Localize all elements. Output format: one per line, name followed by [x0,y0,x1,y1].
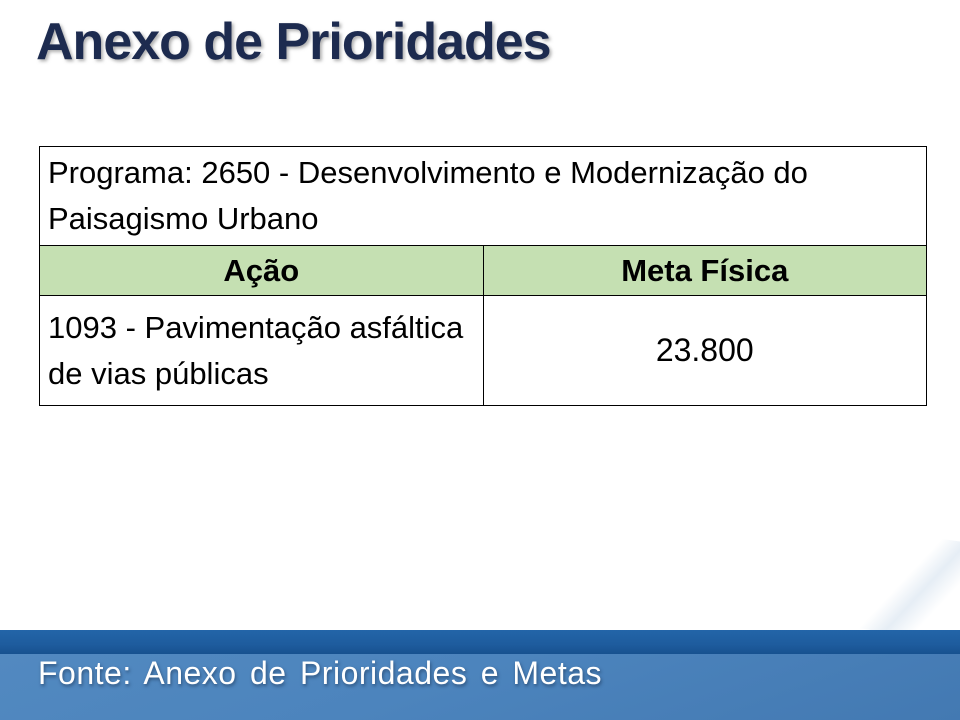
program-cell: Programa: 2650 - Desenvolvimento e Moder… [39,146,927,246]
page-title: Anexo de Prioridades [36,13,552,71]
footer-band: Fonte: Anexo de Prioridades e Metas [0,654,960,720]
acao-cell: 1093 - Pavimentação asfáltica de vias pú… [39,295,484,406]
column-header-meta-fisica: Meta Física [482,245,927,296]
footer-accent-strip [0,630,960,654]
table-header-row: Ação Meta Física [39,245,927,296]
meta-fisica-value: 23.800 [482,295,927,406]
table-row: 1093 - Pavimentação asfáltica de vias pú… [39,295,927,406]
priorities-table: Programa: 2650 - Desenvolvimento e Moder… [39,146,927,406]
decorative-swoosh [838,526,960,644]
table-row-program: Programa: 2650 - Desenvolvimento e Moder… [39,146,927,246]
column-header-acao: Ação [39,245,484,296]
footer-source-text: Fonte: Anexo de Prioridades e Metas [38,655,603,691]
